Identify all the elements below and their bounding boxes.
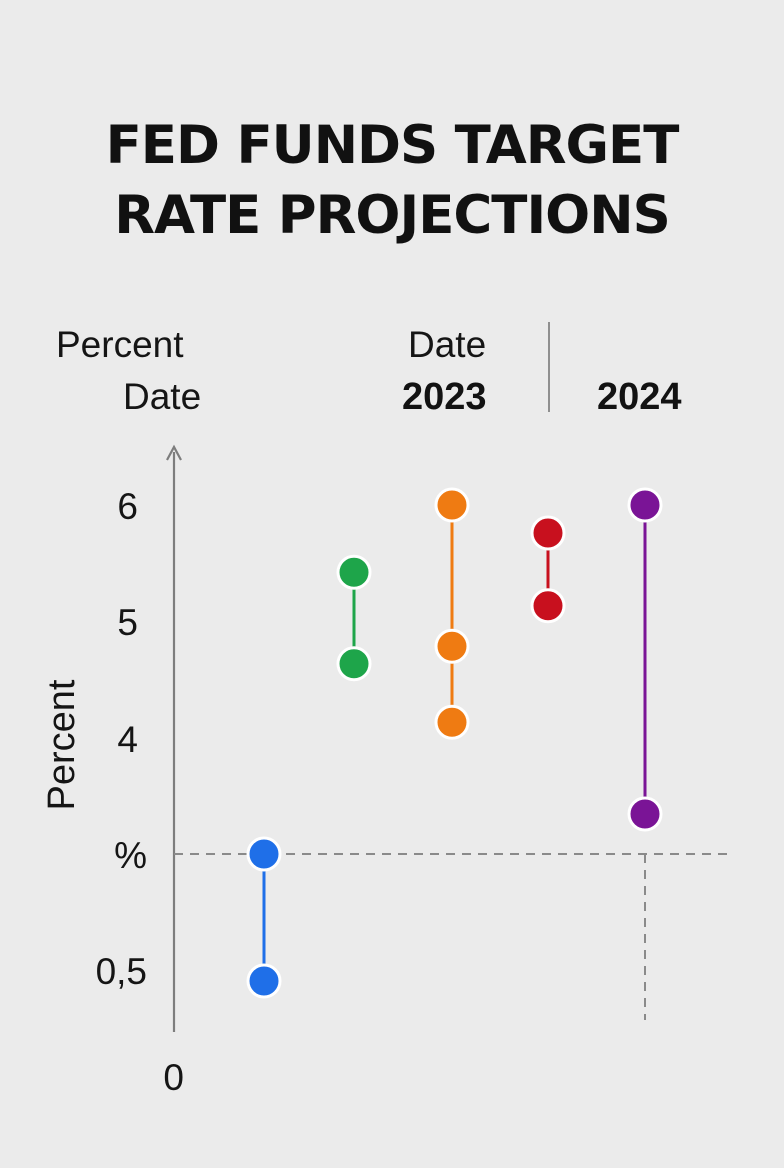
blue-low-point	[246, 963, 282, 999]
orange-low-point	[434, 704, 470, 740]
year-label-2024: 2024	[597, 376, 682, 418]
chart-title-line-2: RATE PROJECTIONS	[114, 185, 671, 246]
y-tick-label-0: 0	[163, 1057, 184, 1098]
y-tick-label-5: 5	[117, 602, 138, 643]
purple-high-point	[627, 487, 663, 523]
orange-high-point	[434, 487, 470, 523]
blue-high-point	[246, 836, 282, 872]
header-percent-label: Percent	[56, 324, 184, 365]
red-low-point	[530, 588, 566, 624]
y-tick-label-6: 6	[117, 486, 138, 527]
y-tick-label-percent: %	[114, 835, 147, 876]
y-axis-arrow	[166, 444, 182, 461]
green-low-point	[336, 646, 372, 682]
y-tick-label-0-5: 0,5	[95, 951, 147, 992]
green-high-point	[336, 554, 372, 590]
header-center-date-label: Date	[408, 324, 487, 365]
red-high-point	[530, 515, 566, 551]
purple-low-point	[627, 796, 663, 832]
header-date-label: Date	[123, 376, 202, 417]
year-label-2023: 2023	[402, 376, 487, 418]
orange-mid-point	[434, 628, 470, 664]
y-tick-label-4: 4	[117, 719, 138, 760]
chart-title-line-1: FED FUNDS TARGET	[105, 115, 680, 176]
